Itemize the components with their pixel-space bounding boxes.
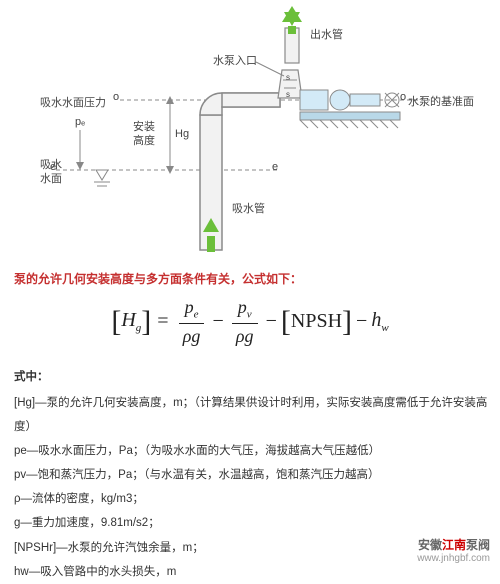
label-o-right: o xyxy=(400,91,406,103)
label-suction-pipe: 吸水管 xyxy=(232,200,265,216)
defs-line: pv—饱和蒸汽压力，Pa；（与水温有关，水温越高，饱和蒸汽压力越高） xyxy=(14,463,500,487)
watermark: 安徽江南泵阀 www.jnhgbf.com xyxy=(417,536,490,564)
label-hg: Hg xyxy=(175,128,189,140)
label-pump-inlet: 水泵入口 xyxy=(213,52,257,68)
svg-text:s: s xyxy=(286,90,290,99)
formula: [ Hg ] = pe ρg − pv ρg − [NPSH] − hw xyxy=(0,297,500,347)
label-outlet-pipe: 出水管 xyxy=(310,26,343,42)
label-o-left: o xyxy=(113,91,119,103)
svg-text:s: s xyxy=(286,73,290,82)
defs-line: [Hg]—泵的允许几何安装高度，m；（计算结果供设计时利用，实际安装高度需低于允… xyxy=(14,391,500,439)
label-install-height: 安装高度 xyxy=(133,120,155,149)
defs-header: 式中： xyxy=(14,365,500,389)
defs-line: ρ—流体的密度，kg/m3； xyxy=(14,487,500,511)
label-pump-baseline: 水泵的基准面 xyxy=(408,93,474,109)
defs-line: pe—吸水水面压力，Pa；（为吸水水面的大气压，海拔越高大气压越低） xyxy=(14,439,500,463)
pump-diagram: s s 出水管 水泵入口 水泵的基准面 吸水水面压力 pₑ 安装高度 Hg 吸水… xyxy=(0,0,500,260)
defs-line: g—重力加速度，9.81m/s2； xyxy=(14,511,500,535)
label-pe: pₑ xyxy=(75,116,85,128)
label-suction-surface-pressure: 吸水水面压力 xyxy=(40,94,106,110)
label-e-right: e xyxy=(272,161,278,173)
caption-text: 泵的允许几何安装高度与多方面条件有关，公式如下： xyxy=(14,270,500,287)
label-e-left: e xyxy=(50,161,56,173)
diagram-svg: s s xyxy=(0,0,500,260)
